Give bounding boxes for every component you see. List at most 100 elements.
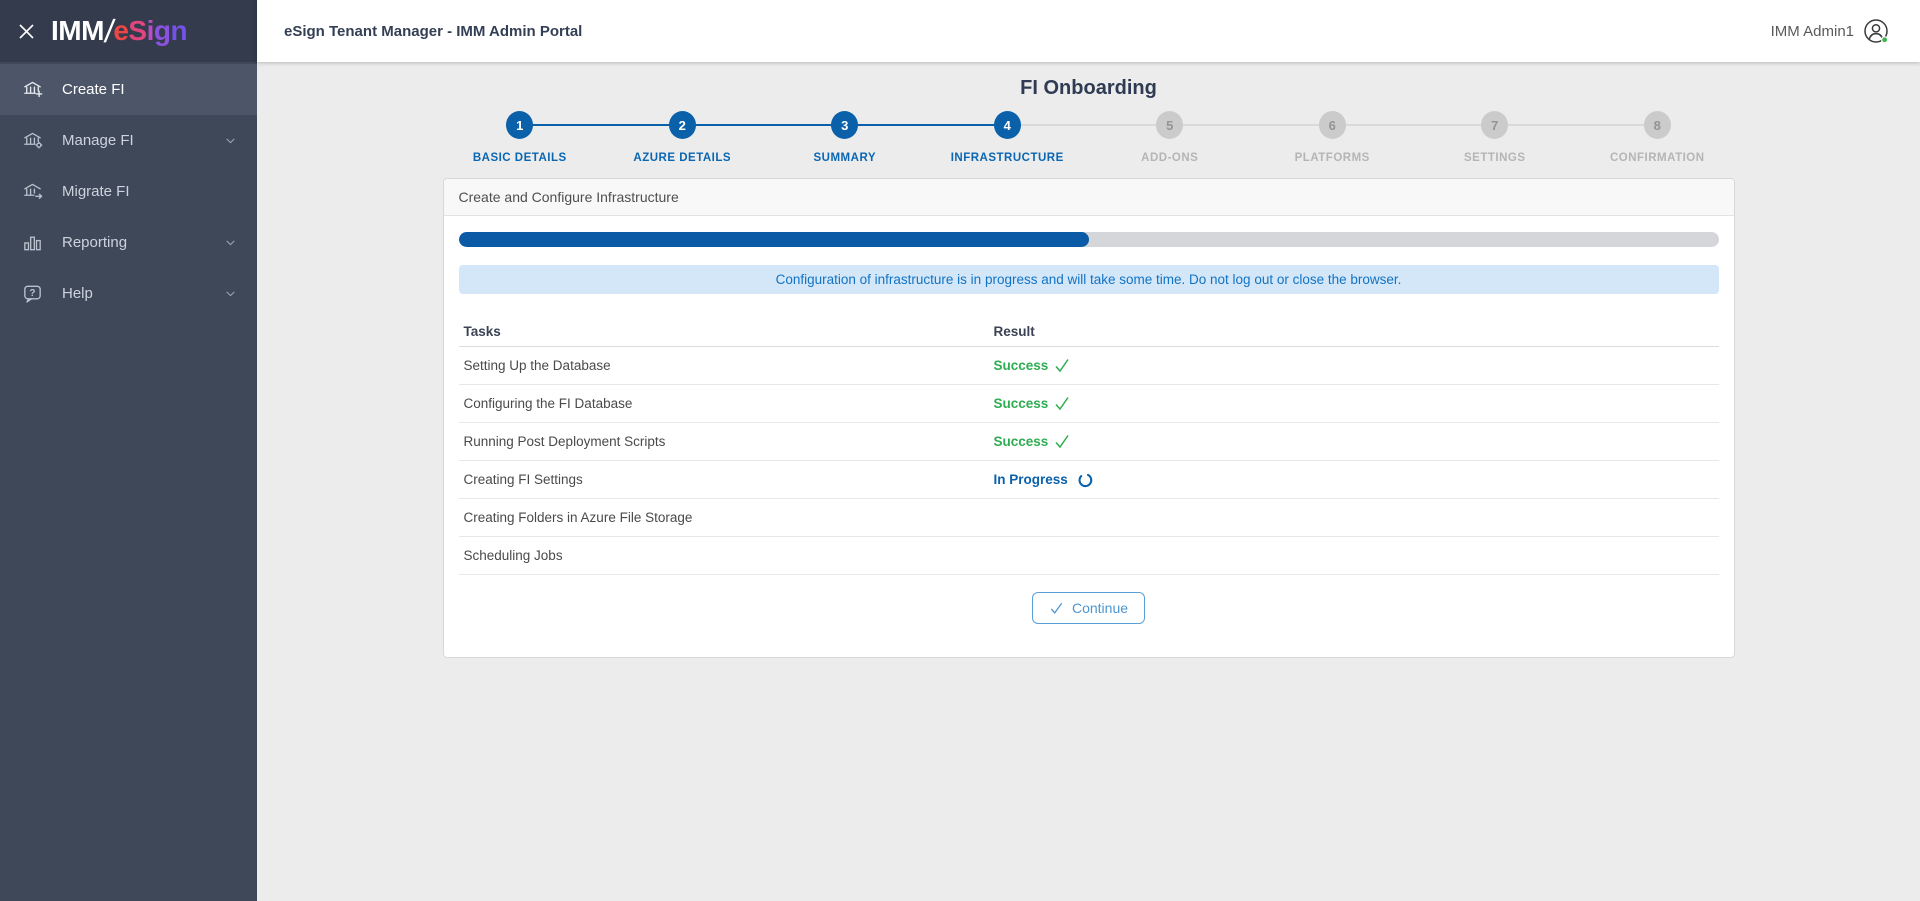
bank-plus-icon	[20, 78, 44, 102]
task-result-success: Success	[994, 434, 1714, 449]
step-settings[interactable]: 7 SETTINGS	[1413, 111, 1576, 164]
bar-chart-icon	[20, 231, 44, 255]
bank-arrow-icon	[20, 180, 44, 204]
task-name: Setting Up the Database	[463, 358, 611, 373]
sidebar-item-label: Reporting	[62, 234, 128, 251]
sidebar-item-manage-fi[interactable]: Manage FI	[0, 115, 257, 166]
card-body: Configuration of infrastructure is in pr…	[444, 216, 1734, 657]
table-row: Scheduling Jobs	[458, 537, 1719, 575]
sidebar-nav: Create FI Manage FI	[0, 62, 257, 319]
imm-esign-logo: IMM/eSign	[51, 13, 188, 50]
step-infrastructure[interactable]: 4 INFRASTRUCTURE	[926, 111, 1089, 164]
page-title: FI Onboarding	[1020, 77, 1157, 99]
task-result-in-progress: In Progress	[994, 471, 1714, 489]
task-name: Running Post Deployment Scripts	[463, 434, 666, 449]
step-number: 3	[831, 111, 859, 139]
table-row: Configuring the FI Database Success	[458, 385, 1719, 423]
check-icon	[1050, 602, 1063, 614]
onboarding-stepper: 1 BASIC DETAILS 2 AZURE DETAILS 3 SUMMAR…	[439, 111, 1739, 164]
result-label: Success	[993, 434, 1049, 449]
user-menu[interactable]: IMM Admin1	[1771, 18, 1890, 45]
table-row: Creating Folders in Azure File Storage	[458, 499, 1719, 537]
sidebar-logo-bar: IMM/eSign	[0, 0, 257, 62]
progress-bar-fill	[458, 232, 1089, 247]
spinner-icon	[1078, 473, 1093, 487]
card-title: Create and Configure Infrastructure	[443, 179, 1734, 216]
step-number: 2	[668, 111, 696, 139]
sidebar: IMM/eSign Create FI	[0, 0, 257, 901]
chevron-down-icon	[224, 287, 237, 300]
step-label: CONFIRMATION	[1609, 152, 1705, 164]
sidebar-item-migrate-fi[interactable]: Migrate FI	[0, 166, 257, 217]
task-name: Creating Folders in Azure File Storage	[463, 510, 693, 525]
step-basic-details[interactable]: 1 BASIC DETAILS	[439, 111, 601, 164]
step-label: PLATFORMS	[1294, 152, 1370, 164]
step-label: AZURE DETAILS	[633, 152, 732, 164]
app-title: eSign Tenant Manager - IMM Admin Portal	[284, 22, 583, 40]
step-number: 7	[1481, 111, 1509, 139]
step-number: 4	[993, 111, 1021, 139]
step-confirmation[interactable]: 8 CONFIRMATION	[1576, 111, 1739, 164]
result-label: Success	[993, 396, 1049, 411]
sidebar-item-label: Manage FI	[62, 132, 134, 149]
step-number: 1	[506, 111, 534, 139]
continue-button[interactable]: Continue	[1031, 592, 1146, 624]
step-add-ons[interactable]: 5 ADD-ONS	[1088, 111, 1251, 164]
step-platforms[interactable]: 6 PLATFORMS	[1251, 111, 1414, 164]
progress-notice: Configuration of infrastructure is in pr…	[458, 265, 1719, 294]
step-label: SETTINGS	[1463, 152, 1526, 164]
table-row: Setting Up the Database Success	[458, 347, 1719, 385]
step-number: 6	[1318, 111, 1346, 139]
avatar-icon	[1863, 18, 1890, 45]
logo-esign-letter: e	[113, 14, 129, 46]
step-label: INFRASTRUCTURE	[950, 152, 1064, 164]
logo-esign-letter: S	[128, 14, 147, 46]
content: FI Onboarding 1 BASIC DETAILS 2 AZURE DE…	[257, 62, 1920, 901]
logo-esign-letter: i	[146, 14, 155, 46]
sidebar-item-label: Migrate FI	[62, 183, 130, 200]
chevron-down-icon	[224, 236, 237, 249]
result-label: In Progress	[993, 472, 1068, 487]
sidebar-item-label: Help	[62, 285, 93, 302]
check-icon	[1055, 435, 1069, 449]
bank-gear-icon	[20, 129, 44, 153]
result-column-header: Result	[993, 324, 1035, 339]
logo-esign-letter: g	[153, 14, 171, 46]
sidebar-item-label: Create FI	[62, 81, 125, 98]
progress-bar	[458, 232, 1719, 247]
task-name: Configuring the FI Database	[463, 396, 633, 411]
online-status-dot	[1881, 35, 1889, 43]
table-header: Tasks Result	[458, 317, 1719, 347]
sidebar-item-create-fi[interactable]: Create FI	[0, 64, 257, 115]
card-actions: Continue	[459, 575, 1719, 657]
user-name: IMM Admin1	[1770, 22, 1854, 40]
sidebar-item-reporting[interactable]: Reporting	[0, 217, 257, 268]
table-row: Running Post Deployment Scripts Success	[458, 423, 1719, 461]
step-number: 8	[1643, 111, 1671, 139]
step-summary[interactable]: 3 SUMMARY	[763, 111, 926, 164]
logo-esign-letter: n	[170, 14, 188, 46]
task-result-success: Success	[994, 358, 1714, 373]
chevron-down-icon	[224, 134, 237, 147]
result-label: Success	[993, 358, 1049, 373]
tasks-column-header: Tasks	[463, 324, 501, 339]
task-name: Creating FI Settings	[463, 472, 583, 487]
infrastructure-card: Create and Configure Infrastructure Conf…	[442, 178, 1735, 658]
table-row: Creating FI Settings In Progress	[458, 461, 1719, 499]
task-table: Tasks Result Setting Up the Database Suc…	[458, 317, 1719, 575]
logo-imm-text: IMM	[51, 14, 104, 46]
check-icon	[1055, 397, 1069, 411]
task-name: Scheduling Jobs	[463, 548, 563, 563]
main-area: eSign Tenant Manager - IMM Admin Portal …	[257, 0, 1920, 901]
continue-button-label: Continue	[1071, 600, 1129, 616]
help-bubble-icon: ?	[20, 282, 44, 306]
step-label: SUMMARY	[813, 152, 876, 164]
topbar: eSign Tenant Manager - IMM Admin Portal …	[257, 0, 1920, 62]
task-result-success: Success	[994, 396, 1714, 411]
svg-text:?: ?	[29, 288, 35, 299]
step-azure-details[interactable]: 2 AZURE DETAILS	[601, 111, 764, 164]
sidebar-item-help[interactable]: ? Help	[0, 268, 257, 319]
sidebar-close-icon[interactable]	[16, 21, 36, 41]
check-icon	[1055, 359, 1069, 373]
